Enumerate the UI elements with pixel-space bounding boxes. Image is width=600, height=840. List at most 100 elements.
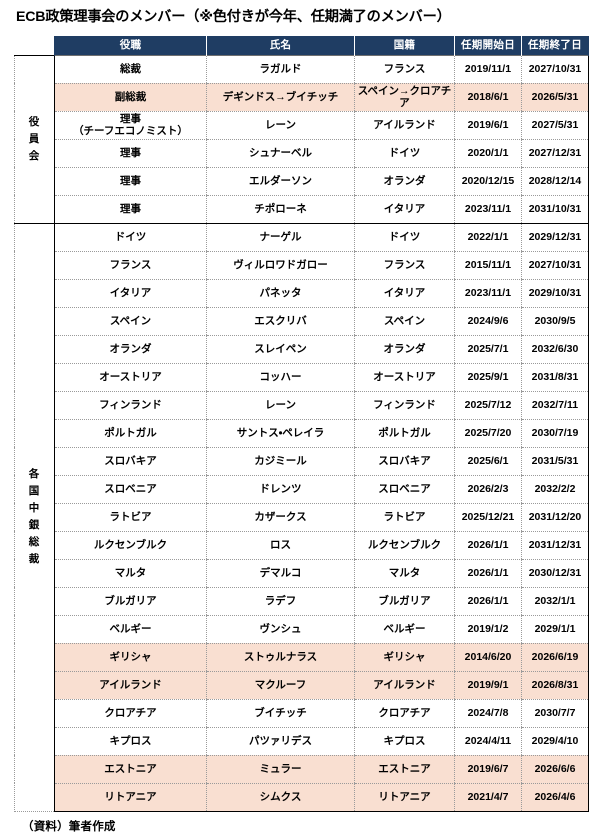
cell-role: イタリア bbox=[54, 279, 207, 308]
cell-role: マルタ bbox=[54, 559, 207, 588]
cell-role: エストニア bbox=[54, 755, 207, 784]
cell-term-end: 2027/5/31 bbox=[521, 111, 589, 140]
cell-term-end: 2026/4/6 bbox=[521, 783, 589, 812]
column-header-name: 氏名 bbox=[206, 36, 355, 55]
section-label-char: 役 bbox=[28, 115, 41, 128]
section-label-national-governors: 各国中銀総裁 bbox=[14, 222, 55, 812]
cell-nationality: ドイツ bbox=[354, 139, 455, 168]
cell-nationality: オランダ bbox=[354, 335, 455, 364]
cell-term-start: 2023/11/1 bbox=[454, 279, 522, 308]
table-row: ギリシャ ストゥルナラス ギリシャ 2014/6/20 2026/6/19 bbox=[15, 643, 589, 672]
ecb-members-table: 役職 氏名 国籍 任期開始日 任期終了日 役員会総裁 ラガルド フランス 2019/1… bbox=[14, 36, 589, 812]
cell-name: ヴンシュ bbox=[206, 615, 355, 644]
cell-name: ラガルド bbox=[206, 54, 355, 84]
cell-name: デギンドス→ブイチッチ bbox=[206, 83, 355, 112]
table-row: ラトビア カザークス ラトビア 2025/12/21 2031/12/20 bbox=[15, 503, 589, 532]
cell-name: ドレンツ bbox=[206, 475, 355, 504]
cell-nationality: アイルランド bbox=[354, 111, 455, 140]
cell-name: ミュラー bbox=[206, 755, 355, 784]
cell-term-start: 2019/11/1 bbox=[454, 54, 522, 84]
cell-term-start: 2025/7/12 bbox=[454, 391, 522, 420]
cell-term-end: 2030/7/19 bbox=[521, 419, 589, 448]
cell-role: ポルトガル bbox=[54, 419, 207, 448]
cell-nationality: オランダ bbox=[354, 167, 455, 196]
cell-term-start: 2024/4/11 bbox=[454, 727, 522, 756]
table-row: マルタ デマルコ マルタ 2026/1/1 2030/12/31 bbox=[15, 559, 589, 588]
cell-role: クロアチア bbox=[54, 699, 207, 728]
cell-name: エスクリバ bbox=[206, 307, 355, 336]
cell-term-end: 2030/7/7 bbox=[521, 699, 589, 728]
header-corner-blank bbox=[14, 36, 55, 55]
cell-term-start: 2019/6/1 bbox=[454, 111, 522, 140]
cell-nationality: ギリシャ bbox=[354, 643, 455, 672]
table-row: アイルランド マクルーフ アイルランド 2019/9/1 2026/8/31 bbox=[15, 671, 589, 700]
cell-nationality: スペイン→クロアチア bbox=[354, 83, 455, 112]
cell-term-start: 2018/6/1 bbox=[454, 83, 522, 112]
cell-nationality: クロアチア bbox=[354, 699, 455, 728]
cell-term-start: 2026/1/1 bbox=[454, 559, 522, 588]
cell-term-end: 2031/8/31 bbox=[521, 363, 589, 392]
cell-role: ドイツ bbox=[54, 222, 207, 252]
cell-nationality: イタリア bbox=[354, 195, 455, 224]
table-row: 理事 シュナーベル ドイツ 2020/1/1 2027/12/31 bbox=[15, 139, 589, 168]
cell-term-end: 2032/7/11 bbox=[521, 391, 589, 420]
cell-role: ラトビア bbox=[54, 503, 207, 532]
cell-nationality: アイルランド bbox=[354, 671, 455, 700]
cell-term-end: 2030/12/31 bbox=[521, 559, 589, 588]
page-title: ECB政策理事会のメンバー（※色付きが今年、任期満了のメンバー） bbox=[16, 9, 451, 25]
cell-name: チポローネ bbox=[206, 195, 355, 224]
cell-nationality: フランス bbox=[354, 251, 455, 280]
cell-nationality: ベルギー bbox=[354, 615, 455, 644]
section-label-char: 会 bbox=[28, 149, 41, 162]
cell-nationality: キプロス bbox=[354, 727, 455, 756]
cell-name: カジミール bbox=[206, 447, 355, 476]
table-row: ポルトガル サントス・ペレイラ ポルトガル 2025/7/20 2030/7/19 bbox=[15, 419, 589, 448]
cell-term-end: 2026/5/31 bbox=[521, 83, 589, 112]
table-row: スロベニア ドレンツ スロベニア 2026/2/3 2032/2/2 bbox=[15, 475, 589, 504]
cell-term-start: 2024/7/8 bbox=[454, 699, 522, 728]
cell-term-start: 2014/6/20 bbox=[454, 643, 522, 672]
cell-nationality: ラトビア bbox=[354, 503, 455, 532]
table-row: オーストリア コッハー オーストリア 2025/9/1 2031/8/31 bbox=[15, 363, 589, 392]
cell-term-end: 2027/12/31 bbox=[521, 139, 589, 168]
table-row: オランダ スレイペン オランダ 2025/7/1 2032/6/30 bbox=[15, 335, 589, 364]
column-header-term-end: 任期終了日 bbox=[521, 36, 589, 55]
cell-name: ラデフ bbox=[206, 587, 355, 616]
cell-term-end: 2027/10/31 bbox=[521, 251, 589, 280]
cell-nationality: ポルトガル bbox=[354, 419, 455, 448]
cell-name: レーン bbox=[206, 391, 355, 420]
cell-name: シュナーベル bbox=[206, 139, 355, 168]
table-row: ブルガリア ラデフ ブルガリア 2026/1/1 2032/1/1 bbox=[15, 587, 589, 616]
cell-role-line2: （チーフエコノミスト） bbox=[73, 125, 188, 137]
section-label-char: 銀 bbox=[28, 519, 41, 531]
table-row: ベルギー ヴンシュ ベルギー 2019/1/2 2029/1/1 bbox=[15, 615, 589, 644]
cell-role: フランス bbox=[54, 251, 207, 280]
cell-nationality: ルクセンブルク bbox=[354, 531, 455, 560]
cell-name: ナーゲル bbox=[206, 222, 355, 252]
cell-role: アイルランド bbox=[54, 671, 207, 700]
section-label-executive-board: 役員会 bbox=[14, 54, 55, 224]
cell-name: カザークス bbox=[206, 503, 355, 532]
cell-role: ベルギー bbox=[54, 615, 207, 644]
cell-term-start: 2019/1/2 bbox=[454, 615, 522, 644]
table-row: フィンランド レーン フィンランド 2025/7/12 2032/7/11 bbox=[15, 391, 589, 420]
cell-name: コッハー bbox=[206, 363, 355, 392]
cell-term-end: 2026/8/31 bbox=[521, 671, 589, 700]
cell-name: レーン bbox=[206, 111, 355, 140]
cell-term-start: 2026/1/1 bbox=[454, 587, 522, 616]
table-row: エストニア ミュラー エストニア 2019/6/7 2026/6/6 bbox=[15, 755, 589, 784]
cell-term-start: 2015/11/1 bbox=[454, 251, 522, 280]
cell-term-end: 2029/10/31 bbox=[521, 279, 589, 308]
cell-name: デマルコ bbox=[206, 559, 355, 588]
column-header-role: 役職 bbox=[54, 36, 207, 55]
cell-name: スレイペン bbox=[206, 335, 355, 364]
cell-term-end: 2027/10/31 bbox=[521, 54, 589, 84]
cell-role: ルクセンブルク bbox=[54, 531, 207, 560]
cell-name: ストゥルナラス bbox=[206, 643, 355, 672]
cell-term-end: 2031/5/31 bbox=[521, 447, 589, 476]
cell-term-end: 2032/1/1 bbox=[521, 587, 589, 616]
cell-nationality: ブルガリア bbox=[354, 587, 455, 616]
cell-term-end: 2029/4/10 bbox=[521, 727, 589, 756]
cell-term-start: 2023/11/1 bbox=[454, 195, 522, 224]
cell-term-start: 2021/4/7 bbox=[454, 783, 522, 812]
